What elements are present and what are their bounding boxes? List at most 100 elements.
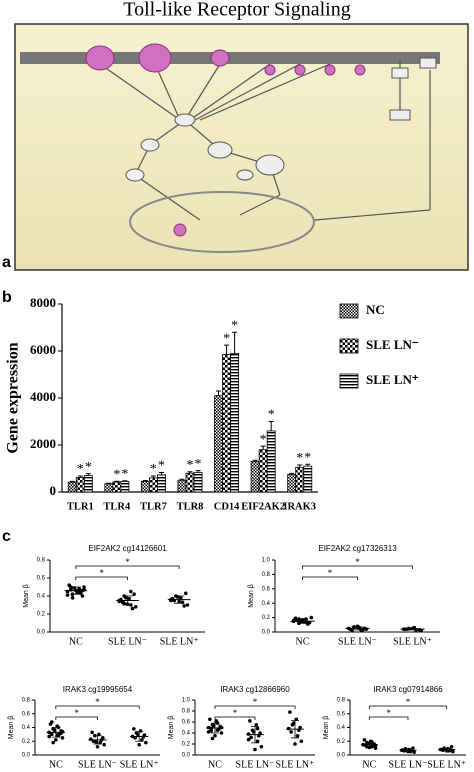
data-point [255, 726, 260, 731]
significance-marker: * [158, 459, 165, 474]
comparison-bracket [75, 565, 180, 569]
y-tick-label: 6000 [30, 342, 56, 357]
panel-letter: b [2, 289, 12, 306]
data-point [298, 725, 302, 730]
error-bar [195, 470, 201, 473]
comparison-bracket [214, 705, 296, 709]
x-tick-label: SLE LN⁺ [427, 759, 466, 770]
x-tick-label: SLE LN⁻ [108, 636, 147, 647]
x-tick-label: SLE LN⁺ [276, 759, 315, 770]
data-point [293, 742, 297, 746]
data-point [98, 740, 102, 745]
data-point [80, 594, 85, 598]
bar [287, 473, 297, 493]
x-tick-label: NC [362, 759, 376, 770]
data-point [309, 615, 314, 620]
y-tick-label: 0.8 [22, 698, 31, 704]
y-tick-label: 0.0 [37, 630, 46, 636]
sd-bar [442, 747, 451, 752]
data-point [50, 720, 54, 724]
data-point [255, 739, 260, 744]
y-tick-label: 0.4 [22, 725, 31, 731]
bar [149, 477, 158, 493]
data-point [448, 748, 453, 752]
data-point [132, 727, 136, 731]
data-point [137, 742, 141, 747]
data-point [246, 732, 251, 736]
receptors [85, 43, 366, 237]
comparison-marker: * [406, 697, 411, 707]
significance-marker: * [231, 318, 238, 333]
comparison-marker: * [95, 697, 100, 707]
x-tick-label: SLE LN⁻ [389, 759, 428, 770]
plot-title: IRAK3 cg19995654 [63, 685, 133, 694]
y-tick-label: 0.6 [337, 711, 346, 717]
significance-marker: * [77, 462, 84, 477]
data-point [54, 738, 58, 742]
comparison-bracket [368, 716, 409, 720]
membrane [20, 52, 440, 64]
data-point [259, 744, 264, 749]
y-tick-label: 0.2 [337, 739, 346, 745]
data-point [97, 732, 101, 737]
significance-marker: * [268, 408, 275, 423]
bar [120, 481, 130, 493]
data-point [185, 603, 190, 607]
bar [295, 466, 305, 493]
data-point [94, 740, 98, 744]
x-tick-label: CD14 [214, 501, 240, 512]
data-point [132, 592, 136, 596]
bar [266, 430, 276, 493]
sd-bar [251, 726, 259, 744]
x-tick-label: TLR4 [103, 501, 131, 512]
error-bar [305, 463, 311, 467]
data-point [47, 734, 51, 739]
x-tick-label: EIF2AK2 [241, 501, 285, 512]
y-tick-label: 0.0 [22, 753, 31, 759]
pathway-nodes [125, 57, 437, 182]
y-axis-label: Mean β [168, 716, 175, 739]
error-bar [158, 471, 164, 475]
x-tick-label: SLE LN⁺ [393, 636, 432, 647]
x-tick-label: SLE LN⁻ [236, 759, 275, 770]
panel-letter: a [2, 254, 11, 271]
data-point [286, 726, 291, 731]
y-tick-label: 0.2 [262, 615, 271, 621]
data-point [417, 628, 422, 632]
x-tick-label: NC [69, 636, 83, 647]
x-tick-label: NC [208, 759, 222, 770]
x-tick-label: TLR8 [177, 501, 204, 512]
pathway-diagram [14, 23, 469, 271]
error-bar [232, 331, 238, 354]
x-tick-label: SLE LN⁺ [160, 636, 199, 647]
y-tick-label: 0 [50, 483, 57, 498]
sd-bar [93, 735, 102, 745]
comparison-bracket [214, 716, 256, 720]
data-point [409, 749, 414, 753]
y-tick-label: 0.8 [337, 698, 346, 704]
significance-marker: * [150, 462, 157, 477]
bar [140, 481, 150, 493]
x-tick-label: SLE LN⁺ [120, 759, 159, 770]
data-point [449, 744, 454, 749]
sd-bar [211, 722, 219, 734]
data-point [373, 746, 378, 750]
error-bar [122, 480, 128, 482]
x-tick-label: SLE LN⁻ [78, 759, 117, 770]
bar [67, 481, 77, 493]
y-tick-label: 0.2 [37, 612, 46, 618]
y-tick-label: 0.0 [337, 753, 346, 759]
error-bar [77, 475, 83, 478]
data-point [182, 604, 186, 608]
panel-letter: c [2, 528, 11, 545]
data-point [122, 601, 126, 605]
bar [75, 477, 85, 493]
data-point [136, 732, 140, 737]
data-point [124, 596, 128, 600]
bar [230, 352, 240, 493]
data-point [213, 733, 217, 738]
significance-marker: * [296, 451, 303, 466]
data-point [55, 733, 59, 737]
comparison-bracket [75, 576, 128, 580]
